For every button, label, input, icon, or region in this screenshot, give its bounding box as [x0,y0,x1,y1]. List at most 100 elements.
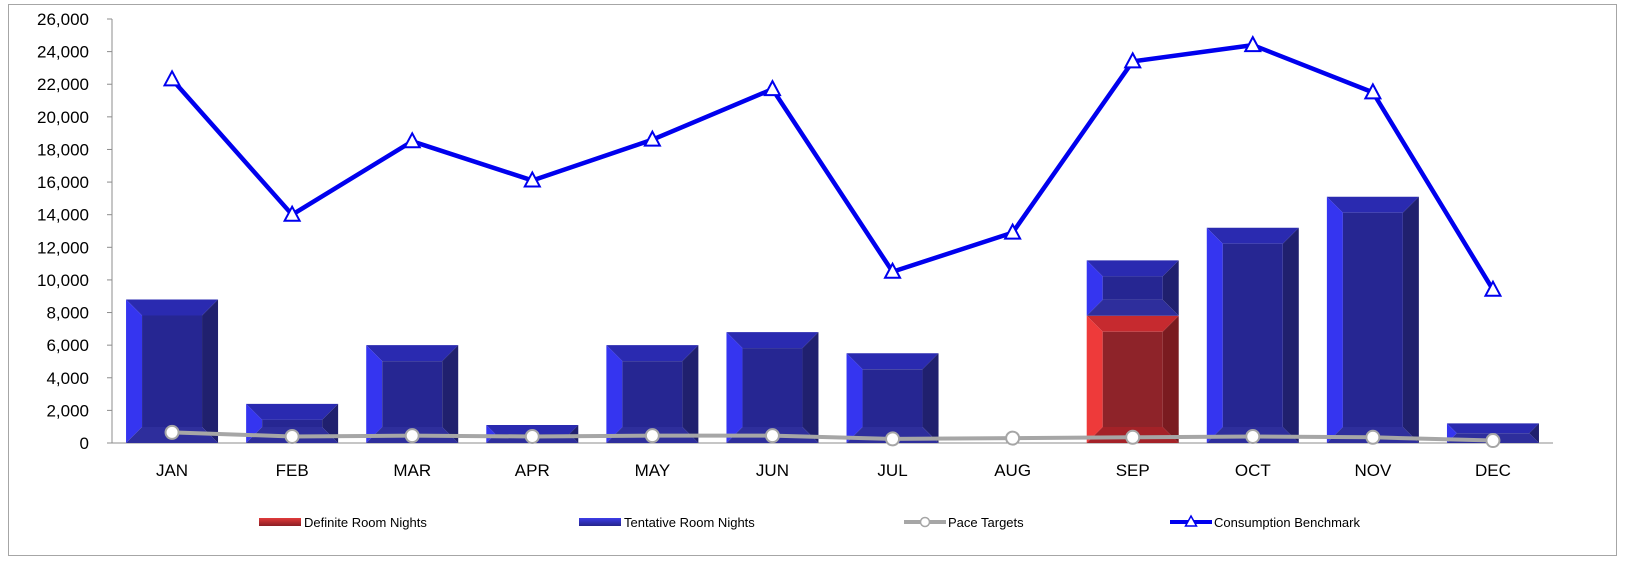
pace-targets-line [171,430,1494,443]
bar-bevel-right [1529,423,1539,443]
bar-bevel-right [442,345,459,443]
bar-bevel-right [1402,196,1419,443]
y-tick-label: 18,000 [37,140,89,159]
bar-face [262,419,323,427]
bar-bevel-left [846,353,863,443]
x-tick-label: APR [515,461,550,480]
x-tick-label: SEP [1116,461,1150,480]
benchmark-marker [1003,222,1022,240]
pace-target-marker [1365,429,1381,445]
x-tick-label: JUL [877,461,907,480]
bar-bevel-left [1326,196,1343,443]
x-axis: JAN FEB MAR APR MAY JUN JUL AUG SEP OCT NOV DEC [112,442,1553,480]
legend-marker [919,516,931,528]
bar-bevel-top [1326,196,1419,213]
x-tick-label: MAY [635,461,671,480]
bar-bevel-right [1162,315,1179,443]
x-tick-label: JUN [756,461,789,480]
bar-bevel-left [606,345,623,443]
benchmark-marker [763,79,782,97]
bar-bevel-top [126,299,219,316]
x-tick-label: NOV [1354,461,1392,480]
pace-target-marker [284,428,300,444]
pace-target-marker [524,428,540,444]
legend-label: Consumption Benchmark [1214,515,1360,530]
x-tick-label: JAN [156,461,188,480]
bar-face [142,315,203,427]
tentative-bar [1326,196,1419,443]
tentative-bar [126,299,219,443]
line-series [162,34,1503,449]
bar-bevel-left [126,299,143,443]
tentative-bar [366,345,459,443]
legend-item: Definite Room Nights [259,515,427,530]
benchmark-marker [1483,279,1503,297]
x-tick-label: DEC [1475,461,1511,480]
y-tick-label: 16,000 [37,173,89,192]
bar-bevel-top [606,345,699,362]
bar-bevel-left [1086,315,1103,443]
benchmark-marker [1363,82,1383,100]
legend-marker [1184,514,1198,527]
bar-bevel-right [802,332,819,443]
bar-bevel-right [922,353,939,443]
legend-label: Pace Targets [948,515,1024,530]
benchmark-marker [162,69,182,87]
definite-bar [1086,315,1179,443]
bar-bevel-left [486,425,496,443]
bar-bevel-top [846,353,939,370]
benchmark-marker [282,204,302,222]
legend-swatch [579,518,621,526]
y-tick-label: 2,000 [46,401,89,420]
bar-bevel-top [366,345,459,362]
x-tick-label: OCT [1235,461,1271,480]
y-tick-label: 4,000 [46,369,89,388]
benchmark-marker [403,131,422,149]
bar-bevel-top [246,403,339,420]
bar-bevel-right [682,345,699,443]
consumption-benchmark-line [170,42,1495,291]
x-tick-label: MAR [393,461,431,480]
pace-target-marker [1245,428,1261,444]
bar-face [1102,276,1163,300]
bar-bevel-right [569,425,579,443]
y-tick-label: 12,000 [37,238,89,257]
bar-bevel-top [1206,227,1299,244]
tentative-bar [606,345,699,443]
pace-target-marker [644,428,660,444]
pace-target-marker [404,428,420,444]
bar-face [862,369,923,427]
bar-bevel-bottom [1086,299,1179,316]
bar-bevel-top [1086,315,1179,332]
y-tick-label: 0 [80,434,89,453]
bar-bevel-top [1446,423,1539,434]
bar-bevel-top [1086,260,1179,277]
legend-swatch [259,518,301,526]
bar-bevel-right [322,403,339,443]
y-tick-label: 22,000 [37,75,89,94]
y-tick-label: 6,000 [46,336,89,355]
bar-face [622,361,683,427]
tentative-bar [1086,260,1179,316]
tentative-bar [1206,227,1299,443]
x-tick-label: AUG [994,461,1031,480]
y-tick-label: 10,000 [37,271,89,290]
bar-face [742,348,803,427]
legend-label: Tentative Room Nights [624,515,755,530]
y-tick-label: 14,000 [37,206,89,225]
benchmark-marker [883,261,902,279]
y-tick-label: 8,000 [46,304,89,323]
pace-target-marker [1125,429,1141,445]
legend-item: Tentative Room Nights [579,515,755,530]
bar-bevel-left [1086,260,1103,316]
pace-target-marker [1485,433,1501,449]
legend-item: Pace Targets [904,515,1024,530]
y-tick-label: 24,000 [37,43,89,62]
benchmark-marker [523,170,542,188]
pace-target-marker [764,428,780,444]
tentative-bar [846,353,939,443]
benchmark-marker [643,129,662,147]
bar-bevel-top [726,332,819,349]
pace-target-marker [1005,430,1021,446]
